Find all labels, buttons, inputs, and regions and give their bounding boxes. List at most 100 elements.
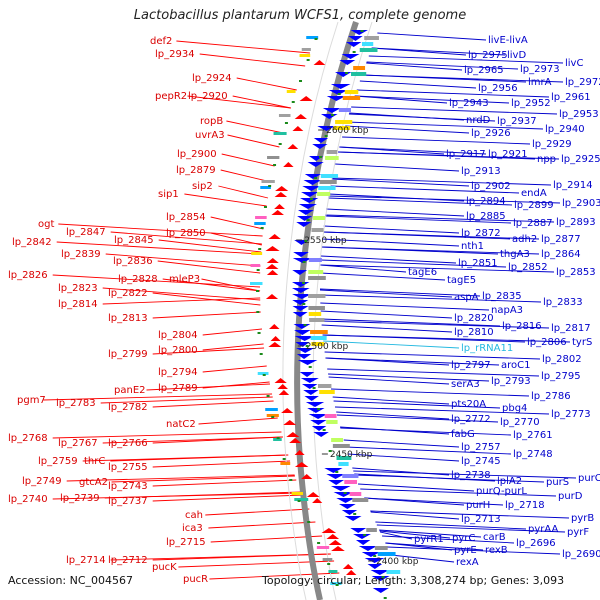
feature-block <box>353 66 366 70</box>
gene-label-left: mleP3 <box>169 274 200 285</box>
connector-right <box>340 427 512 436</box>
gene-label-left: lp_2783 <box>56 398 96 409</box>
gene-label-right: lp_2926 <box>471 128 511 139</box>
feature-block <box>326 150 338 154</box>
gene-label-left: lp_2715 <box>166 537 206 548</box>
ruler-minor-tick <box>302 303 306 305</box>
connector-right <box>321 320 550 329</box>
reverse-strand-gene <box>370 570 390 575</box>
reverse-strand-gene <box>344 516 362 521</box>
gene-label-left: lp_2767 <box>58 438 98 449</box>
feature-block <box>257 372 269 375</box>
connector-right <box>320 255 457 264</box>
connector-right <box>364 497 504 506</box>
forward-strand-gene <box>278 390 290 395</box>
gene-label-right: livD <box>507 50 526 61</box>
gene-label-right: livC <box>565 58 583 69</box>
feature-block <box>310 330 328 334</box>
ruler-minor-tick <box>302 261 306 263</box>
reverse-strand-gene <box>303 180 322 185</box>
reverse-strand-gene <box>299 198 319 203</box>
forward-strand-gene <box>277 384 288 389</box>
forward-strand-gene <box>286 432 300 437</box>
forward-strand-gene <box>283 420 297 425</box>
connector-right <box>377 32 487 41</box>
feature-block <box>349 492 362 496</box>
reverse-strand-gene <box>292 300 309 305</box>
gene-label-left: lp_2836 <box>113 256 153 267</box>
ruler-minor-tick <box>258 248 262 250</box>
gene-features <box>250 30 401 593</box>
connector-right <box>333 400 501 409</box>
connector-right <box>328 376 450 385</box>
gene-label-right: tagE6 <box>408 267 437 278</box>
connector-right <box>331 177 552 186</box>
connector-left <box>157 260 261 274</box>
gene-label-left: pgm7 <box>17 395 46 406</box>
connector-left <box>152 311 261 319</box>
forward-strand-gene <box>268 342 282 347</box>
gene-label-right: lp_2894 <box>466 196 506 207</box>
gene-label-right: lp_2877 <box>541 234 581 245</box>
connector-left <box>152 553 331 561</box>
gene-label-right: npp <box>537 154 556 165</box>
feature-block <box>311 342 325 346</box>
forward-strand-gene <box>269 324 280 329</box>
reverse-strand-gene <box>297 360 318 365</box>
feature-block <box>255 216 267 219</box>
connector-right <box>342 136 531 145</box>
connector-right <box>322 238 460 247</box>
ruler-minor-tick <box>353 513 357 515</box>
ruler-label: 2450 kbp <box>330 450 373 460</box>
feature-block <box>351 72 367 76</box>
gene-label-right: lp_2745 <box>461 456 501 467</box>
forward-strand-gene <box>312 498 323 503</box>
ruler-label: 2550 kbp <box>304 236 347 246</box>
gene-label-left: uvrA3 <box>195 130 225 141</box>
feature-block <box>250 282 263 285</box>
connector-right <box>366 61 519 70</box>
connector-left <box>236 77 297 91</box>
reverse-strand-gene <box>345 42 362 47</box>
ruler-minor-tick <box>304 240 308 242</box>
gene-label-right: lp_2975 <box>468 50 508 61</box>
connector-left <box>102 297 261 305</box>
feature-block <box>336 456 352 460</box>
connector-right <box>334 406 550 415</box>
reverse-strand-gene <box>339 60 356 65</box>
ruler-minor-tick <box>363 534 367 536</box>
connector-right <box>321 324 453 333</box>
ruler-minor-tick <box>256 269 260 271</box>
gene-label-left: lp_2799 <box>108 349 148 360</box>
connector-right <box>320 264 407 273</box>
feature-block <box>273 132 287 135</box>
forward-strand-gene <box>289 438 302 443</box>
gene-label-left: lp_2766 <box>108 438 148 449</box>
connector-right <box>327 368 540 377</box>
reverse-strand-gene <box>341 510 358 515</box>
reverse-strand-gene <box>293 252 309 257</box>
connector-right <box>320 294 542 303</box>
gene-label-right: lp_2770 <box>500 417 540 428</box>
gene-label-right: lmrA <box>528 77 552 88</box>
connector-right <box>328 373 490 382</box>
accession-text: Accession: NC_004567 <box>8 574 134 587</box>
ruler-minor-tick <box>343 492 347 494</box>
connector-right <box>323 340 460 349</box>
connector-right <box>359 80 477 89</box>
connector-right <box>332 396 450 405</box>
reverse-strand-gene <box>307 162 324 167</box>
reverse-strand-gene <box>294 330 311 335</box>
ruler-minor-tick <box>360 30 364 32</box>
connector-right <box>353 470 577 479</box>
forward-strand-gene <box>292 126 304 131</box>
gene-label-right: lp_2852 <box>508 262 548 273</box>
ruler-minor-tick <box>266 395 270 397</box>
feature-block <box>335 120 353 124</box>
connector-right <box>320 264 555 273</box>
connector-left <box>152 436 283 444</box>
gene-label-left: lp_2768 <box>8 433 48 444</box>
feature-block <box>265 408 278 411</box>
connector-left <box>178 560 335 568</box>
reverse-strand-gene <box>292 294 312 299</box>
